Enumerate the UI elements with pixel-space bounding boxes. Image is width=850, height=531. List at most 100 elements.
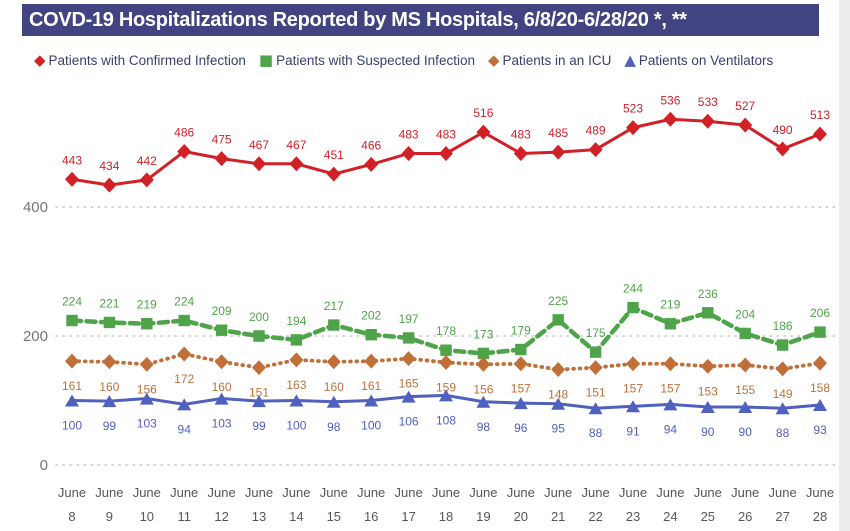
data-point-diamond [102,354,117,370]
data-label: 475 [212,133,232,147]
data-label: 224 [174,295,194,309]
data-point-diamond [738,117,753,133]
data-point-triangle [626,400,640,413]
x-tick-day-label: 9 [106,509,113,524]
data-label: 490 [773,123,793,137]
legend-diamond-icon: ◆ [487,50,500,69]
data-point-diamond [65,171,79,187]
data-point-diamond [588,360,603,376]
data-label: 483 [511,127,531,141]
x-tick-day-label: 26 [738,509,752,524]
x-tick-day-label: 22 [588,509,602,524]
y-tick-label: 400 [23,199,48,216]
data-label: 103 [137,417,157,431]
data-label: 161 [62,379,82,393]
data-point-diamond [476,356,491,372]
data-label: 204 [735,307,755,321]
data-point-diamond [551,144,566,160]
data-label: 178 [436,324,456,338]
data-label: 200 [249,310,269,324]
data-label: 165 [399,377,419,391]
data-point-diamond [700,358,715,374]
x-tick-month-label: June [357,485,385,500]
x-tick-month-label: June [432,485,460,500]
data-point-diamond [551,362,566,378]
x-tick-day-label: 12 [214,509,228,524]
legend-item-2: ◆ Patients in an ICU [487,50,611,69]
data-point-diamond [439,354,453,370]
data-label: 94 [664,422,678,436]
data-point-square [328,319,340,331]
data-label: 149 [773,387,793,401]
data-point-square [215,324,228,336]
data-label: 224 [62,295,82,309]
x-tick-month-label: June [170,485,198,500]
data-point-diamond [513,356,528,372]
data-point-triangle [813,399,827,412]
data-label: 99 [103,419,117,433]
chart-legend: ◆ Patients with Confirmed Infection ■ Patie… [34,50,773,70]
chart-title: COVD-19 Hospitalizations Reported by MS … [29,8,687,31]
data-label: 489 [586,124,606,138]
legend-label: Patients on Ventilators [638,52,774,68]
data-label: 434 [99,159,119,173]
data-label: 91 [626,424,640,438]
data-label: 106 [399,415,419,429]
data-point-square [627,301,639,314]
x-tick-day-label: 28 [813,509,827,524]
legend-square-icon: ■ [258,50,274,69]
data-label: 516 [473,106,493,120]
data-point-square [776,339,789,351]
data-label: 179 [511,324,531,338]
data-point-diamond [177,144,192,160]
x-tick-month-label: June [282,485,310,500]
data-label: 186 [773,319,793,333]
data-point-diamond [775,141,790,157]
data-point-square [66,314,78,327]
x-tick-day-label: 11 [177,509,191,524]
data-point-square [290,334,303,346]
data-point-diamond [364,156,379,172]
data-point-square [402,332,415,344]
data-label: 175 [586,326,606,340]
data-point-triangle [139,392,154,405]
legend-diamond-icon: ◆ [34,50,46,69]
data-label: 157 [660,382,680,396]
data-label: 151 [249,386,269,400]
legend-label: Patients with Confirmed Infection [48,52,246,68]
data-label: 523 [623,102,643,116]
data-label: 194 [286,314,306,328]
data-label: 197 [399,312,419,326]
data-point-square [365,329,377,341]
data-point-triangle [214,392,229,405]
data-label: 98 [327,420,341,434]
data-point-diamond [214,354,229,370]
x-tick-month-label: June [507,485,535,500]
data-label: 483 [399,127,419,141]
data-point-triangle [775,402,790,415]
x-tick-month-label: June [469,485,497,500]
data-point-triangle [551,397,566,410]
data-point-diamond [663,111,678,127]
data-label: 151 [586,386,606,400]
data-point-triangle [289,394,304,407]
data-point-diamond [476,124,491,140]
data-label: 467 [286,138,306,152]
data-point-triangle [401,390,416,403]
data-label: 483 [436,127,456,141]
data-label: 160 [99,380,119,394]
x-tick-day-label: 27 [775,509,789,524]
data-label: 161 [361,379,381,393]
x-tick-day-label: 21 [551,509,565,524]
data-point-diamond [813,126,827,142]
data-point-triangle [326,395,341,408]
x-tick-month-label: June [133,485,161,500]
data-label: 466 [361,138,381,152]
data-label: 108 [436,413,456,427]
data-label: 442 [137,154,157,168]
data-label: 88 [589,426,603,440]
data-point-diamond [401,145,416,161]
data-point-square [552,314,564,326]
data-label: 206 [810,306,830,320]
